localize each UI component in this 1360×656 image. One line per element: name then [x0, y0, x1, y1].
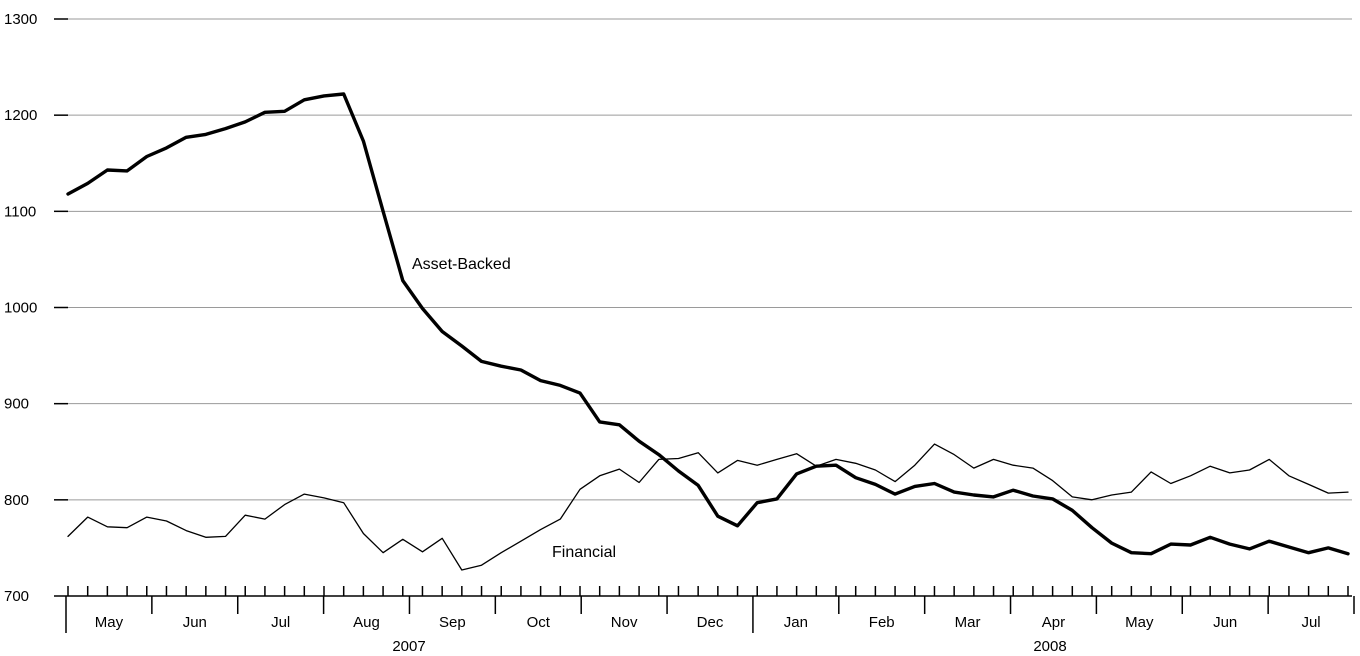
series-label-financial: Financial: [552, 544, 616, 561]
y-axis: 700 800 900 1000 1100 1200 1300: [4, 11, 68, 605]
y-tick-label: 900: [4, 396, 29, 413]
series-line-asset-backed: [66, 92, 1350, 556]
year-label: 2007: [392, 638, 425, 655]
y-tick-label: 1100: [4, 203, 36, 220]
y-tick-label: 1000: [4, 300, 37, 317]
series-lines: [66, 92, 1350, 571]
x-tick-label: Jun: [183, 614, 207, 631]
y-tick-label: 700: [4, 588, 29, 605]
x-tick-label: Jul: [1301, 614, 1320, 631]
x-tick-label: Apr: [1042, 614, 1065, 631]
x-tick-label: Jun: [1213, 614, 1237, 631]
x-tick-label: Jul: [271, 614, 290, 631]
gridlines: [68, 18, 1352, 501]
series-line-financial: [67, 443, 1349, 571]
x-tick-label: Mar: [955, 614, 981, 631]
x-tick-label: Nov: [611, 614, 638, 631]
series-label-asset-backed: Asset-Backed: [412, 256, 511, 273]
x-tick-label: May: [1125, 614, 1154, 631]
x-tick-label: Aug: [353, 614, 380, 631]
x-tick-label: Jan: [784, 614, 808, 631]
x-tick-label: Dec: [697, 614, 724, 631]
x-tick-label: Feb: [869, 614, 895, 631]
year-label: 2008: [1033, 638, 1066, 655]
y-tick-label: 1300: [4, 11, 37, 28]
x-tick-label: Sep: [439, 614, 466, 631]
y-tick-label: 800: [4, 492, 29, 509]
x-tick-label: May: [95, 614, 124, 631]
y-tick-label: 1200: [4, 107, 37, 124]
x-axis: May Jun Jul Aug Sep Oct Nov Dec Jan Feb Mar Apr May J…: [65, 586, 1355, 655]
x-tick-label: Oct: [527, 614, 551, 631]
